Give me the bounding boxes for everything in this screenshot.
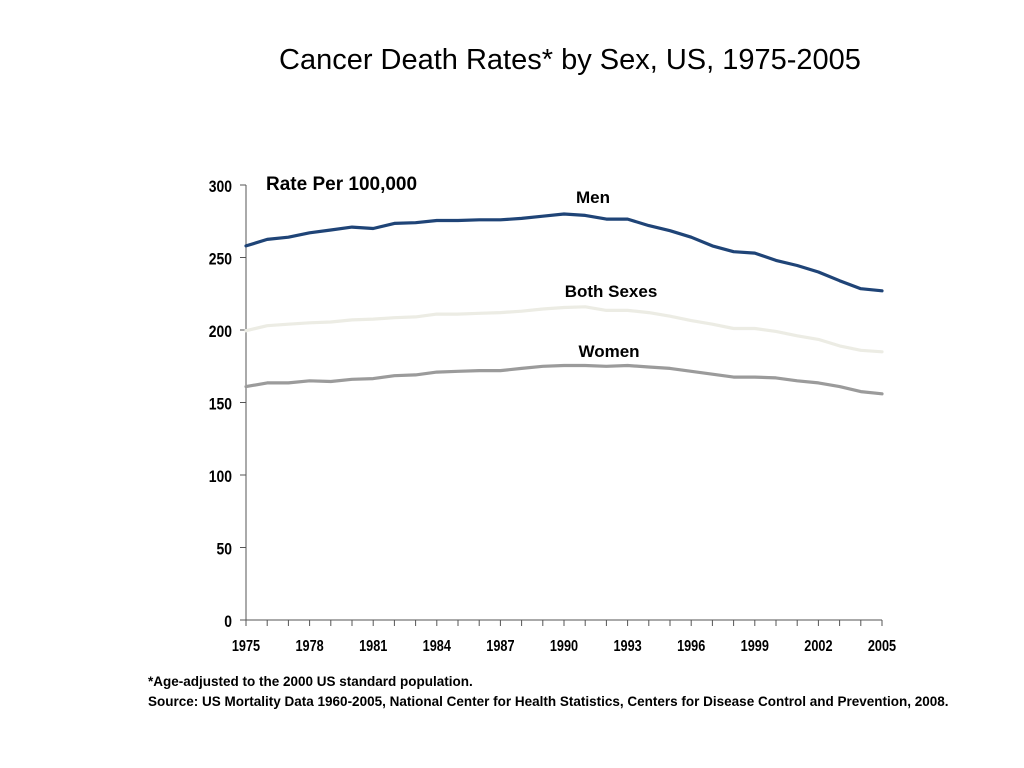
chart-title: Cancer Death Rates* by Sex, US, 1975-200…	[279, 44, 861, 76]
x-tick-label: 1981	[359, 638, 387, 655]
x-tick-label: 1984	[423, 638, 451, 655]
series-label-women: Women	[578, 342, 639, 361]
x-tick-label: 1978	[295, 638, 323, 655]
x-tick-label: 1999	[741, 638, 769, 655]
x-tick-label: 1996	[677, 638, 705, 655]
series-line-women	[244, 363, 884, 396]
y-tick-label: 50	[217, 540, 232, 559]
series-label-both-sexes: Both Sexes	[565, 282, 658, 301]
y-axis-title: Rate Per 100,000	[266, 174, 417, 195]
chart-axes: 0 50 100 150 200 250 300 1975 1978 1981 1984 1987 19…	[209, 178, 896, 656]
footnote: *Age-adjusted to the 2000 US standard po…	[148, 672, 968, 711]
x-tick-label: 1990	[550, 638, 578, 655]
x-tick-label: 1987	[486, 638, 514, 655]
series-line-men	[244, 212, 884, 293]
x-tick-label: 1975	[232, 638, 260, 655]
chart-labels: Rate Per 100,000 Men Both Sexes Women	[266, 174, 657, 361]
x-tick-label: 1993	[613, 638, 641, 655]
y-tick-label: 200	[209, 323, 232, 342]
y-tick-label: 0	[224, 613, 232, 632]
series-label-men: Men	[576, 188, 610, 207]
footnote-age-adjusted: *Age-adjusted to the 2000 US standard po…	[148, 674, 473, 689]
footnote-source: Source: US Mortality Data 1960-2005, Nat…	[148, 693, 949, 709]
y-tick-label: 300	[209, 178, 232, 197]
x-tick-label: 2005	[868, 638, 896, 655]
series-line-both-sexes	[244, 305, 884, 354]
y-tick-label: 150	[209, 395, 232, 414]
series-lines	[244, 212, 884, 396]
x-tick-label: 2002	[804, 638, 832, 655]
y-tick-label: 100	[209, 468, 232, 487]
y-tick-label: 250	[209, 250, 232, 269]
